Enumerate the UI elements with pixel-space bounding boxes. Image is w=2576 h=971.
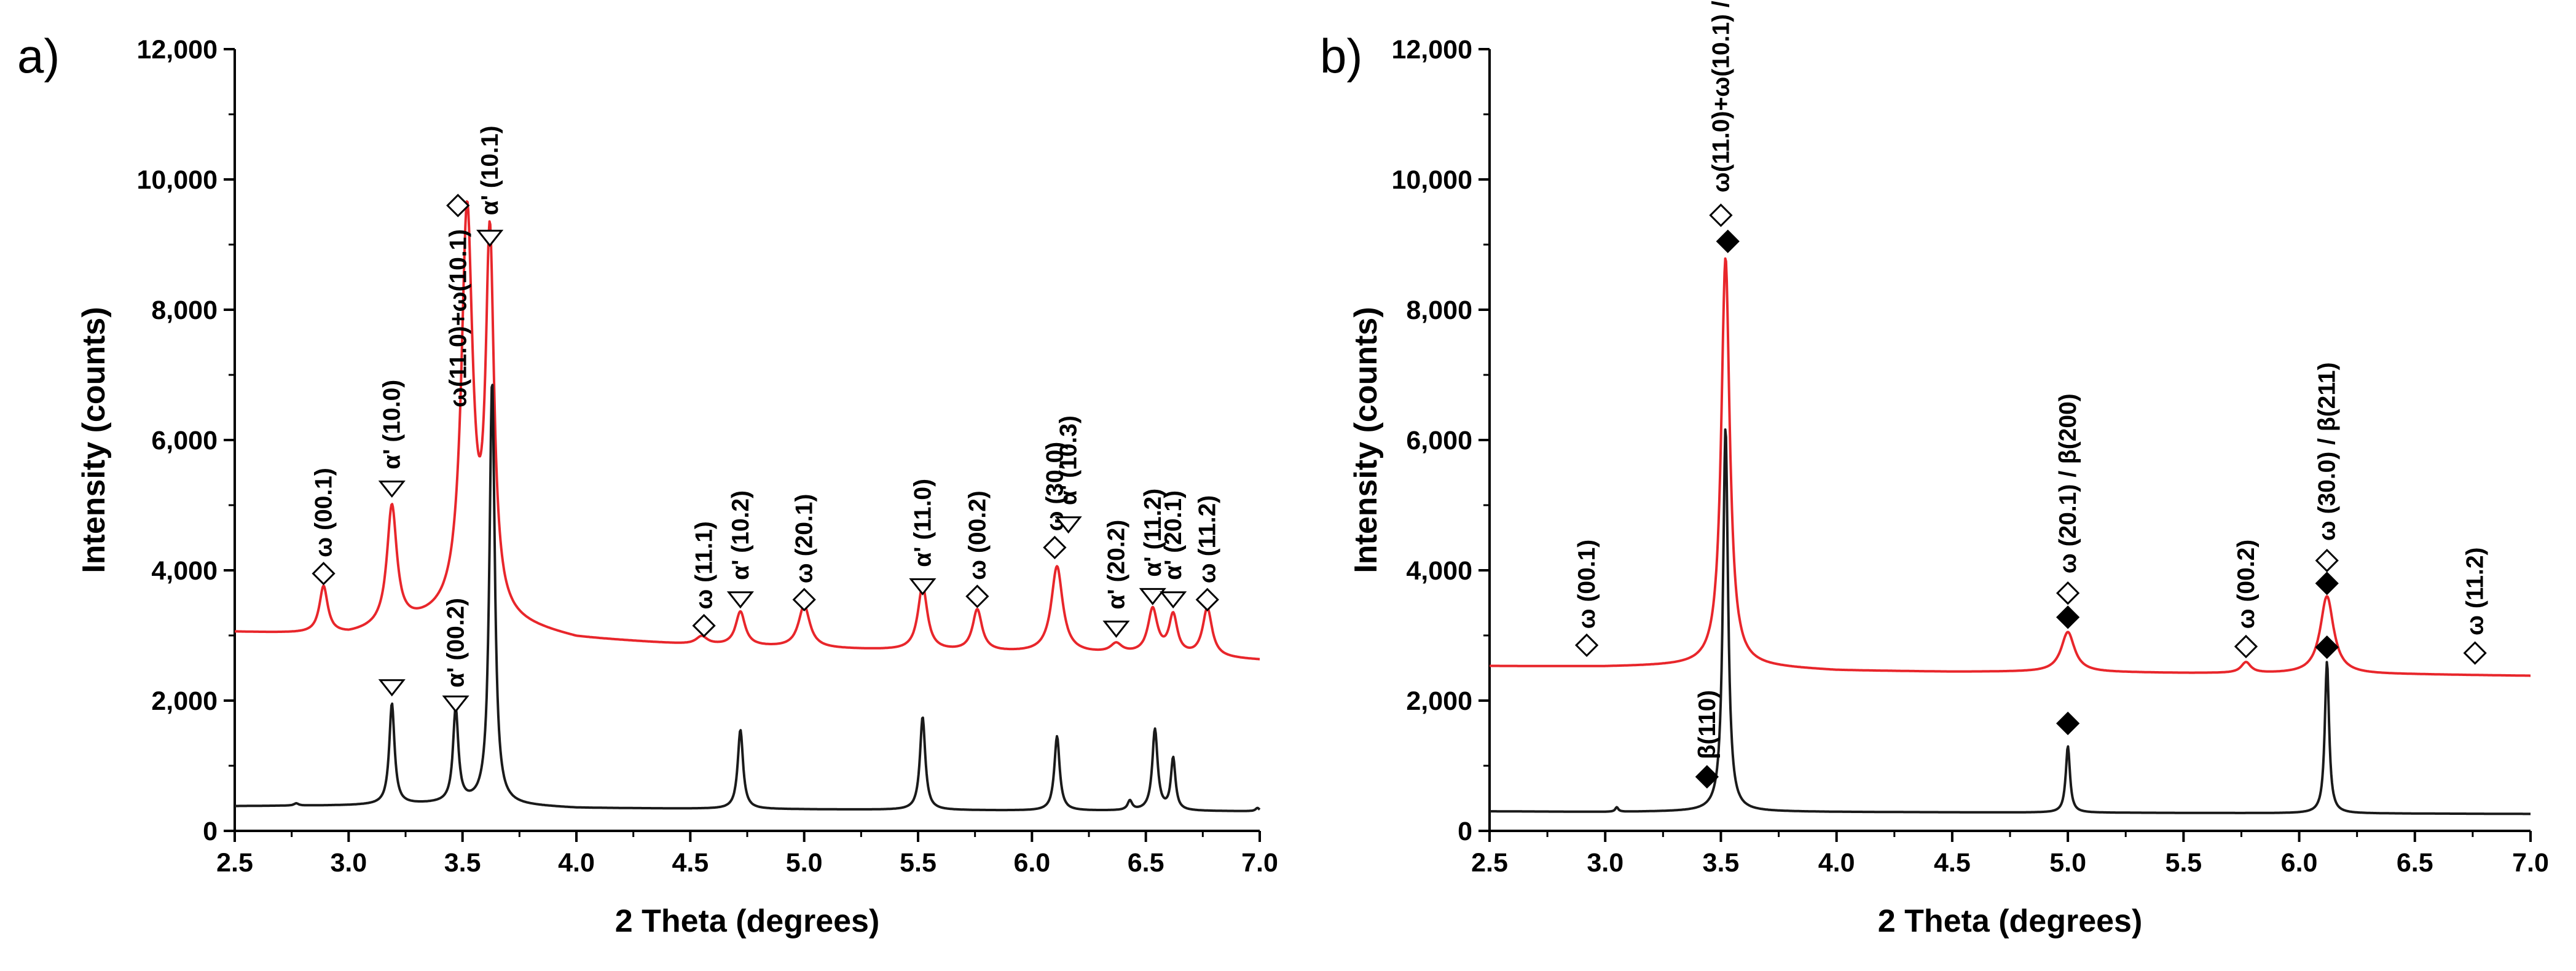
panel-letter: a) [17, 29, 60, 83]
x-tick-label: 6.0 [2281, 848, 2318, 878]
series-line-red [234, 200, 1260, 661]
open-triangle-marker [378, 481, 406, 498]
x-tick-label: 2.5 [1471, 848, 1508, 878]
y-tick-label: 10,000 [136, 165, 218, 195]
open-diamond-marker [1043, 535, 1067, 560]
y-axis-title: Intensity (counts) [1348, 307, 1384, 573]
filled-diamond-marker [2315, 635, 2339, 659]
peak-annotation: α' (20.2) [1103, 520, 1129, 610]
y-tick-label: 4,000 [1406, 556, 1472, 586]
open-diamond-marker [312, 562, 336, 586]
y-tick-label: 8,000 [151, 296, 218, 325]
peak-annotation: α' (10.1) [477, 125, 503, 215]
peak-annotation: ω (30.0) / β(211) [2314, 362, 2341, 541]
x-tick-label: 5.5 [2165, 848, 2202, 878]
open-diamond-marker [965, 584, 989, 608]
filled-diamond-marker [2056, 711, 2080, 736]
peak-annotation: α' (10.2) [728, 490, 754, 580]
peak-annotation: α' (11.2) [1140, 489, 1166, 577]
open-diamond-marker [792, 588, 816, 611]
peak-annotation: ω (20.1) / β(200) [2055, 393, 2081, 573]
y-tick-label: 4,000 [151, 556, 218, 586]
open-diamond-marker [446, 194, 470, 218]
filled-diamond-marker [1716, 229, 1740, 253]
open-diamond-marker [1709, 203, 1733, 227]
open-triangle-marker [442, 695, 469, 713]
x-tick-label: 4.5 [1934, 848, 1971, 878]
open-triangle-marker [1160, 591, 1187, 609]
y-tick-label: 6,000 [1406, 426, 1472, 455]
open-triangle-marker [1054, 516, 1082, 534]
y-tick-label: 6,000 [151, 426, 218, 455]
filled-diamond-marker [2056, 605, 2080, 629]
open-triangle-marker [1139, 588, 1166, 605]
peak-annotation: α' (10.3) [1056, 415, 1082, 505]
peak-annotation: β(110) [1694, 690, 1721, 760]
peak-annotation: ω (11.1) [691, 521, 718, 610]
peak-annotation: ω(11.0)+ω(10.1) [445, 229, 471, 407]
chart-panel-b: b) 2.5 3.0 3.5 4.0 4.5 5.0 5.5 6.0 6.5 7.0 0 2,000 4,… [1320, 0, 2549, 939]
filled-diamond-marker [1695, 765, 1719, 789]
y-tick-label: 12,000 [1391, 35, 1472, 65]
peak-annotation: ω (20.1) [791, 494, 818, 584]
open-diamond-marker [2315, 548, 2339, 573]
x-tick-label: 4.5 [672, 848, 709, 878]
y-tick-label: 2,000 [151, 686, 218, 716]
x-axis-title: 2 Theta (degrees) [615, 903, 880, 939]
x-tick-label: 6.0 [1013, 848, 1050, 878]
open-diamond-marker [1574, 633, 1599, 658]
open-diamond-marker [692, 613, 716, 638]
x-tick-label: 5.5 [900, 848, 937, 878]
series-line-black [234, 383, 1261, 812]
open-diamond-marker [2234, 634, 2258, 659]
x-tick-label: 3.5 [1703, 848, 1740, 878]
open-triangle-marker [476, 229, 504, 247]
open-triangle-marker [909, 578, 937, 596]
open-diamond-marker [1195, 588, 1219, 611]
x-tick-label: 6.5 [2397, 848, 2433, 878]
x-tick-label: 7.0 [1241, 848, 1278, 878]
open-triangle-marker [726, 591, 754, 609]
peak-annotation: ω (11.2) [1195, 495, 1221, 584]
peak-annotation: ω (00.1) [1574, 540, 1600, 629]
peak-annotation: ω (00.1) [311, 468, 337, 557]
peak-annotation: α' (00.2) [443, 598, 469, 688]
series-line-black [1489, 428, 2531, 816]
y-tick-label: 2,000 [1406, 686, 1472, 716]
y-tick-label: 10,000 [1391, 165, 1472, 195]
series-line-red [1489, 257, 2531, 677]
chart-panel-a: a) 2.5 3.0 3.5 4.0 4.5 5.0 5.5 6.0 6.5 7.0 0 2,000 4,… [17, 29, 1278, 939]
peak-annotation: α' (11.0) [909, 479, 936, 567]
x-tick-label: 4.0 [1818, 848, 1855, 878]
open-diamond-marker [2463, 641, 2487, 665]
peak-annotation: ω (30.0) [1042, 442, 1068, 532]
y-tick-label: 0 [1458, 817, 1472, 846]
x-tick-label: 5.0 [2049, 848, 2086, 878]
x-tick-label: 7.0 [2512, 848, 2549, 878]
peak-annotation: α' (20.1) [1160, 490, 1187, 580]
x-tick-label: 3.0 [330, 848, 367, 878]
open-triangle-marker [1102, 620, 1130, 638]
x-tick-label: 2.5 [216, 848, 253, 878]
x-tick-label: 5.0 [786, 848, 823, 878]
y-tick-label: 0 [203, 817, 218, 846]
x-tick-label: 3.5 [444, 848, 481, 878]
x-tick-label: 3.0 [1587, 848, 1624, 878]
peak-annotation: ω (11.2) [2462, 547, 2489, 635]
x-tick-label: 6.5 [1128, 848, 1164, 878]
filled-diamond-marker [2315, 572, 2339, 596]
peak-annotation: ω(11.0)+ω(10.1) / β(110) [1708, 0, 1734, 192]
x-axis-title: 2 Theta (degrees) [1878, 903, 2143, 939]
y-axis-title: Intensity (counts) [76, 307, 112, 573]
open-triangle-marker [378, 679, 406, 697]
peak-annotation: α' (10.0) [379, 380, 406, 470]
peak-annotation: ω (00.2) [964, 490, 991, 580]
y-tick-label: 12,000 [136, 35, 218, 65]
x-tick-label: 4.0 [558, 848, 595, 878]
open-diamond-marker [2056, 581, 2080, 605]
peak-annotation: ω (00.2) [2233, 540, 2260, 629]
y-tick-label: 8,000 [1406, 296, 1472, 325]
panel-letter: b) [1320, 29, 1362, 83]
